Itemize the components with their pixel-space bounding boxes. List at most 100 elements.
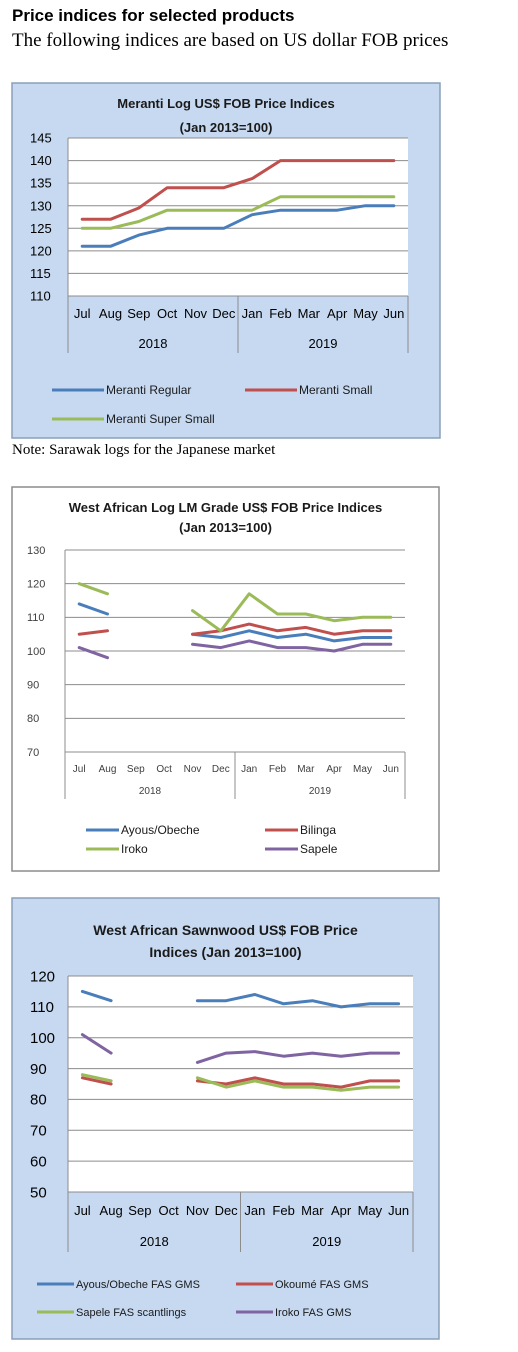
y-tick-label: 90: [27, 680, 39, 692]
y-tick-label: 145: [30, 131, 52, 146]
y-tick-label: 100: [27, 646, 45, 658]
series-line-segment: [80, 1076, 113, 1086]
x-tick-label: Jun: [383, 764, 399, 775]
legend-label: Sapele FAS scantlings: [76, 1307, 187, 1319]
series-line-segment: [77, 629, 109, 636]
x-group-label: 2018: [139, 336, 168, 351]
legend-label: Sapele: [300, 842, 338, 856]
y-tick-label: 135: [30, 176, 52, 191]
x-tick-label: Nov: [186, 1203, 210, 1218]
series-sapele: [77, 639, 393, 660]
y-tick-label: 120: [30, 968, 55, 985]
series-line-segment: [77, 582, 109, 596]
y-tick-label: 140: [30, 153, 52, 168]
x-tick-label: May: [353, 764, 372, 775]
x-tick-label: Jul: [74, 306, 91, 321]
y-tick-label: 90: [30, 1061, 47, 1078]
x-tick-label: Oct: [157, 306, 178, 321]
x-tick-label: Feb: [269, 764, 287, 775]
chart-title-line: West African Log LM Grade US$ FOB Price …: [69, 500, 383, 515]
series-line-segment: [80, 204, 396, 248]
y-tick-label: 130: [27, 545, 45, 557]
y-tick-label: 80: [27, 713, 39, 725]
page-heading: Price indices for selected products: [12, 6, 295, 25]
x-tick-label: Jul: [73, 764, 86, 775]
series-line-segment: [80, 159, 396, 221]
x-tick-label: Nov: [184, 764, 202, 775]
series-line-segment: [195, 1076, 401, 1089]
x-tick-label: Jun: [383, 306, 404, 321]
legend-label: Iroko FAS GMS: [275, 1307, 351, 1319]
x-tick-label: Oct: [156, 764, 172, 775]
x-tick-label: Aug: [99, 764, 117, 775]
series-meranti-small: [80, 159, 396, 221]
x-tick-label: Mar: [301, 1203, 324, 1218]
legend-label: Ayous/Obeche: [121, 823, 200, 837]
y-tick-label: 70: [27, 747, 39, 759]
x-tick-label: Sep: [127, 306, 150, 321]
y-tick-label: 110: [27, 612, 45, 624]
x-group-label: 2019: [309, 786, 332, 797]
x-tick-label: Feb: [272, 1203, 294, 1218]
x-group-label: 2018: [140, 1234, 169, 1249]
x-tick-label: Oct: [159, 1203, 180, 1218]
y-tick-label: 110: [30, 289, 51, 304]
series-meranti-super-small: [80, 195, 396, 230]
page-subheading: The following indices are based on US do…: [12, 30, 449, 51]
series-line-segment: [191, 622, 393, 636]
series-line-segment: [195, 993, 401, 1009]
y-tick-label: 130: [30, 198, 52, 213]
y-tick-label: 115: [30, 266, 51, 281]
series-line-segment: [80, 195, 396, 230]
x-tick-label: Sep: [128, 1203, 151, 1218]
x-tick-label: Dec: [212, 306, 236, 321]
x-tick-label: Apr: [326, 764, 342, 775]
y-tick-label: 110: [30, 999, 54, 1016]
x-group-label: 2019: [309, 336, 338, 351]
legend-label: Meranti Small: [299, 383, 372, 397]
y-tick-label: 100: [30, 1030, 55, 1047]
series-sapele-fas-scantlings: [80, 1073, 401, 1092]
west-african-log-price-chart: West African Log LM Grade US$ FOB Price …: [11, 486, 440, 872]
series-line-segment: [191, 639, 393, 653]
x-group-label: 2018: [139, 786, 162, 797]
x-tick-label: Feb: [269, 306, 291, 321]
series-iroko: [77, 582, 393, 633]
x-tick-label: Nov: [184, 306, 208, 321]
series-line-segment: [195, 1050, 401, 1064]
chart-title-line: Meranti Log US$ FOB Price Indices: [117, 96, 334, 111]
y-tick-label: 80: [30, 1092, 47, 1109]
x-tick-label: Jan: [242, 306, 263, 321]
series-line-segment: [80, 1073, 113, 1083]
x-group-label: 2019: [312, 1234, 341, 1249]
x-tick-label: Mar: [297, 764, 315, 775]
y-tick-label: 120: [27, 579, 45, 591]
x-tick-label: May: [358, 1203, 383, 1218]
series-ayous-obeche-fas-gms: [80, 989, 401, 1009]
x-tick-label: Jun: [388, 1203, 409, 1218]
series-ayous-obeche: [77, 602, 393, 643]
series-bilinga: [77, 622, 393, 636]
chart-title-line: (Jan 2013=100): [179, 520, 272, 535]
series-line-segment: [80, 1033, 113, 1055]
series-line-segment: [80, 989, 113, 1003]
x-tick-label: Dec: [212, 764, 230, 775]
chart-title-line: West African Sawnwood US$ FOB Price: [93, 922, 358, 938]
y-tick-label: 70: [30, 1123, 47, 1140]
legend-label: Meranti Regular: [106, 383, 191, 397]
x-tick-label: Sep: [127, 764, 145, 775]
meranti-log-price-chart: Meranti Log US$ FOB Price Indices (Jan 20…: [11, 82, 441, 439]
series-line-segment: [195, 1076, 401, 1092]
x-tick-label: Aug: [100, 1203, 123, 1218]
legend-label: Ayous/Obeche FAS GMS: [76, 1279, 200, 1291]
x-tick-label: Jan: [241, 764, 257, 775]
y-tick-label: 120: [30, 243, 52, 258]
legend-label: Bilinga: [300, 823, 336, 837]
x-tick-label: Mar: [298, 306, 321, 321]
y-tick-label: 50: [30, 1184, 47, 1201]
legend-label: Okoumé FAS GMS: [275, 1279, 369, 1291]
x-tick-label: Jul: [74, 1203, 91, 1218]
y-tick-label: 60: [30, 1153, 47, 1170]
x-tick-label: Apr: [331, 1203, 352, 1218]
